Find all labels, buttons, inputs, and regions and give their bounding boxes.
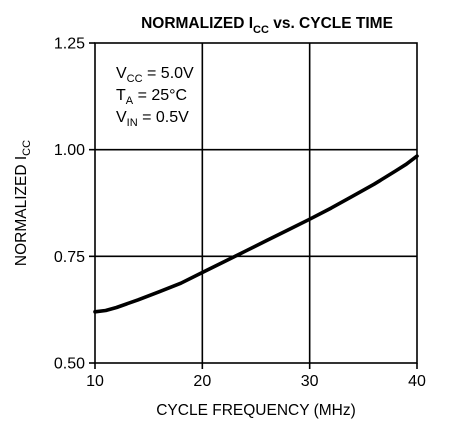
x-axis-label: CYCLE FREQUENCY (MHz) [156,402,356,419]
y-tick-label: 0.75 [54,249,85,266]
chart-title: NORMALIZED ICC vs. CYCLE TIME [141,15,393,36]
y-axis-label-main: NORMALIZED I [13,156,30,266]
condition-vcc: VCC = 5.0V [116,65,194,85]
y-tick-label: 1.00 [54,142,85,159]
y-axis-label-sub: CC [21,140,33,156]
x-tick-label: 30 [301,373,319,390]
grid [89,42,418,369]
x-tick-label: 40 [408,373,426,390]
condition-vin: VIN = 0.5V [116,109,189,129]
x-tick-label: 20 [193,373,211,390]
chart-title-sub: CC [253,24,269,36]
chart-title-prefix: NORMALIZED I [141,15,253,32]
y-tick-labels: 0.50 0.75 1.00 1.25 [54,36,85,373]
series-layer [93,154,419,314]
conditions-annotation: VCC = 5.0V TA = 25°C VIN = 0.5V [116,65,194,129]
x-tick-label: 10 [86,373,104,390]
plot-frame [94,42,418,364]
series-line [93,154,419,314]
condition-ta: TA = 25°C [116,87,187,107]
y-axis-label: NORMALIZED ICC [13,140,33,266]
y-tick-label: 1.25 [54,36,85,53]
chart-title-suffix: vs. CYCLE TIME [269,15,393,32]
y-tick-label: 0.50 [54,356,85,373]
x-tick-labels: 10 20 30 40 [86,373,426,390]
